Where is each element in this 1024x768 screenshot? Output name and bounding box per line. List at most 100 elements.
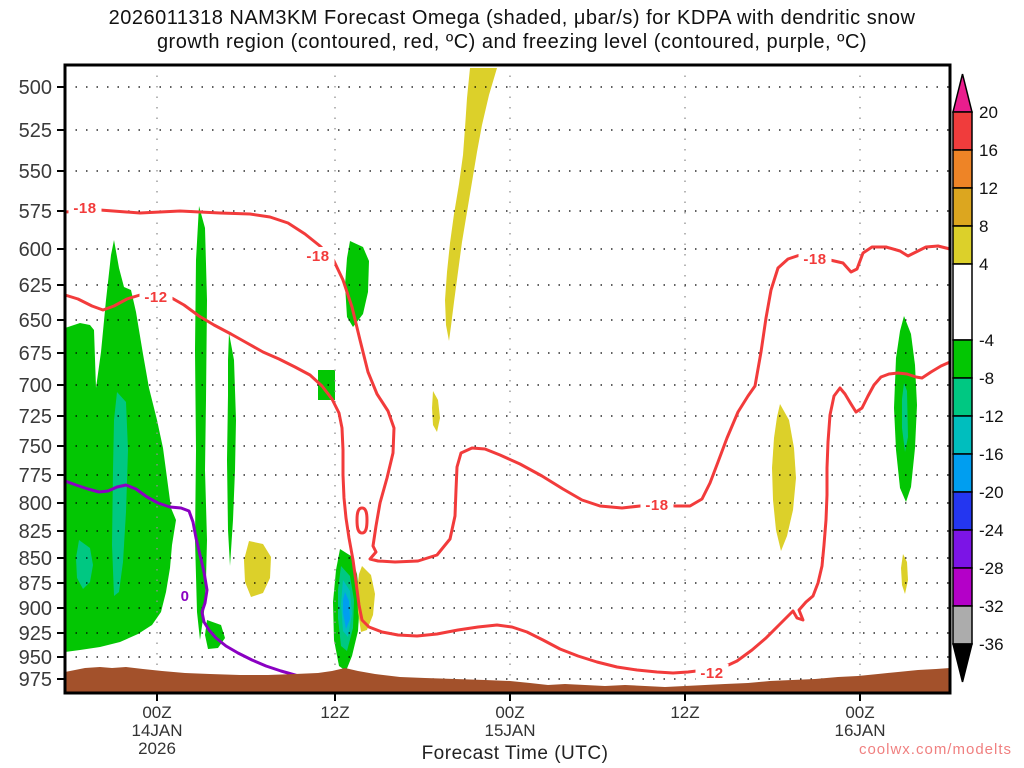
frame-rect	[63, 63, 952, 695]
y-tick-label-875: 875	[19, 573, 52, 595]
colorbar-label-16: 16	[979, 141, 998, 160]
y-tick-label-775: 775	[19, 465, 52, 487]
shade-strong-updraft-core	[343, 592, 350, 629]
x-axis-title: Forecast Time (UTC)	[422, 743, 609, 764]
colorbar-block--4	[952, 339, 973, 379]
contour--18	[355, 506, 369, 535]
contour-label: -12	[700, 665, 723, 682]
colorbar-block--32	[952, 605, 973, 645]
contour-label: -12	[144, 289, 167, 306]
colorbar-block-20	[952, 111, 973, 151]
contour-label-bg	[640, 496, 674, 514]
x-tick-label: 15JAN	[484, 721, 535, 740]
colorbar-label--36: -36	[979, 635, 1004, 654]
plot-frame	[63, 63, 952, 695]
omega-shaded-regions	[65, 68, 917, 671]
shade-midlevel-green-blob	[345, 241, 369, 327]
colorbar-label--16: -16	[979, 445, 1004, 464]
colorbar-label-12: 12	[979, 179, 998, 198]
y-tick-label-825: 825	[19, 521, 52, 543]
y-tick-label-900: 900	[19, 598, 52, 620]
x-tick-label: 00Z	[495, 703, 524, 722]
y-axis-pressure: 500 525 550 575 600 625 650 675 700 725 750 775 800 8…	[19, 77, 65, 691]
colorbar-bottom-arrow	[952, 643, 973, 683]
colorbar-block--8	[952, 377, 973, 417]
x-tick-label: 16JAN	[834, 721, 885, 740]
x-tick-label: 12Z	[670, 703, 699, 722]
gridlines	[65, 65, 950, 693]
contour-label-bg	[301, 247, 335, 265]
shade-small-yellow-sliver-mid	[432, 391, 440, 432]
y-tick-label-525: 525	[19, 120, 52, 142]
colorbar-label-20: 20	[979, 103, 998, 122]
y-tick-label-500: 500	[19, 77, 52, 99]
contour-label-bg	[177, 587, 193, 605]
colorbar-block--24	[952, 529, 973, 569]
colorbar-top-arrow	[952, 73, 973, 113]
chart-title-line2: growth region (contoured, red, ºC) and f…	[157, 31, 867, 53]
colorbar-label--24: -24	[979, 521, 1004, 540]
chart-title-line1: 2026011318 NAM3KM Forecast Omega (shaded…	[109, 7, 916, 29]
colorbar-label--20: -20	[979, 483, 1004, 502]
watermark-coolwx: coolwx.com/modelts	[859, 741, 1012, 758]
colorbar-label--8: -8	[979, 369, 994, 388]
y-tick-label-575: 575	[19, 201, 52, 223]
x-tick-label: 14JAN	[131, 721, 182, 740]
shade-right-updraft-core	[902, 383, 908, 452]
contour-label-bg	[798, 250, 832, 268]
colorbar-block-16	[952, 149, 973, 189]
colorbar-label-4: 4	[979, 255, 988, 274]
colorbar-block--12	[952, 415, 973, 455]
x-tick-label: 00Z	[845, 703, 874, 722]
colorbar-block-8	[952, 225, 973, 265]
contour-label: 0	[181, 588, 190, 605]
colorbar-block--28	[952, 567, 973, 607]
omega-colorbar: 20 16 12 8 4 -4 -8 -12 -16 -20 -24 -28 -32 -36	[952, 73, 1004, 683]
colorbar-label--4: -4	[979, 331, 994, 350]
y-tick-label-550: 550	[19, 161, 52, 183]
contour-label-bg	[695, 664, 729, 682]
terrain-fill	[65, 667, 950, 693]
y-tick-label-600: 600	[19, 239, 52, 261]
y-tick-label-925: 925	[19, 623, 52, 645]
contour-label: -18	[73, 200, 96, 217]
shade-upper-subsidence-band	[445, 68, 497, 341]
shade-yellow-blob-low-left	[244, 541, 271, 597]
shade-left-ascent-core-1	[112, 392, 128, 596]
x-tick-label: 00Z	[142, 703, 171, 722]
shade-green-square-12z	[318, 370, 335, 400]
contour-labels: -18 -18 -12 -18 -12 -18 0	[68, 199, 832, 682]
contour-label: -18	[306, 248, 329, 265]
y-tick-label-800: 800	[19, 493, 52, 515]
shade-yellow-sliver-far-right	[901, 554, 908, 594]
shade-yellow-lens-right	[772, 404, 796, 551]
terrain-surface	[65, 667, 950, 693]
y-tick-label-975: 975	[19, 669, 52, 691]
contour-label-bg	[139, 288, 173, 306]
colorbar-block-12	[952, 187, 973, 227]
colorbar-block--20	[952, 491, 973, 531]
y-tick-label-675: 675	[19, 343, 52, 365]
colorbar-label--12: -12	[979, 407, 1004, 426]
contour--12	[63, 293, 952, 675]
y-tick-label-750: 750	[19, 436, 52, 458]
y-tick-label-850: 850	[19, 548, 52, 570]
y-tick-label-700: 700	[19, 375, 52, 397]
shade-narrow-updraft-2	[227, 333, 236, 566]
y-tick-label-650: 650	[19, 310, 52, 332]
y-tick-label-725: 725	[19, 406, 52, 428]
contour-0	[63, 479, 310, 681]
shade-left-ascent-core-2	[76, 540, 93, 589]
colorbar-block-4	[952, 263, 973, 341]
x-tick-label: 2026	[138, 739, 176, 758]
colorbar-block--16	[952, 453, 973, 493]
y-tick-label-625: 625	[19, 275, 52, 297]
colorbar-label--32: -32	[979, 597, 1004, 616]
colorbar-label-8: 8	[979, 217, 988, 236]
contour-label: -18	[803, 251, 826, 268]
colorbar-label--28: -28	[979, 559, 1004, 578]
y-tick-label-950: 950	[19, 647, 52, 669]
